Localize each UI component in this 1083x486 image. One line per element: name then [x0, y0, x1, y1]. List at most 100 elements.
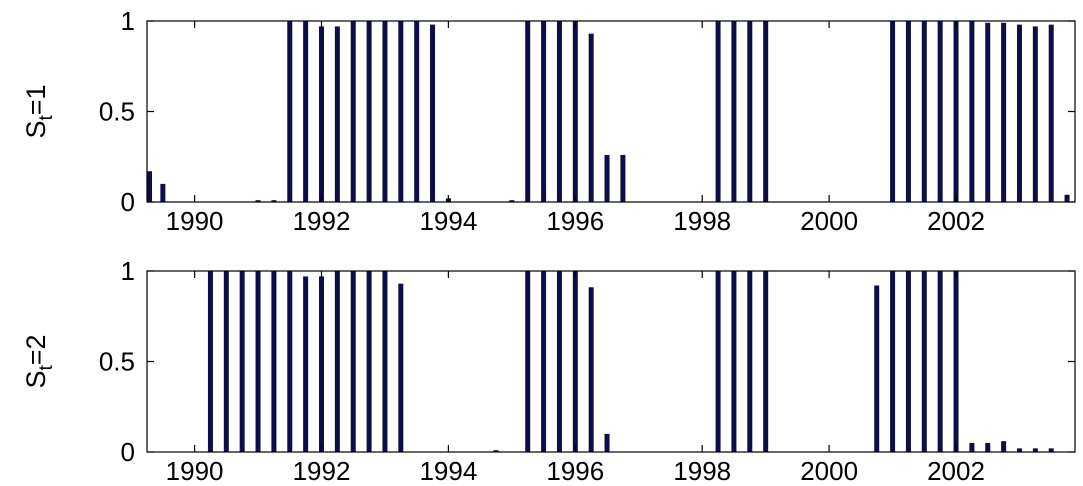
bar	[1001, 22, 1007, 203]
axes-box	[146, 270, 1076, 453]
axes-box	[146, 20, 1076, 203]
x-tick-label: 2000	[800, 456, 858, 486]
bar	[398, 21, 404, 202]
bar	[525, 21, 531, 202]
bar	[921, 21, 927, 202]
bar	[366, 271, 372, 452]
bar	[509, 200, 515, 202]
bar	[921, 271, 927, 452]
bar	[319, 26, 324, 203]
bar	[985, 442, 991, 452]
bar	[319, 276, 324, 452]
bar	[303, 276, 309, 452]
bar	[382, 21, 388, 202]
bar	[287, 21, 293, 202]
bar	[715, 21, 721, 202]
x-tick-label: 1998	[673, 456, 731, 486]
bar	[382, 271, 388, 452]
bar	[430, 24, 436, 203]
bar	[1016, 24, 1022, 203]
bar	[1048, 24, 1054, 203]
bar	[287, 271, 293, 452]
bar	[207, 271, 213, 452]
y-tick-label: 0	[121, 187, 135, 217]
bar	[715, 271, 721, 452]
bar	[493, 450, 499, 452]
bar	[255, 271, 261, 452]
bar	[747, 21, 753, 202]
bar	[398, 283, 404, 452]
bar	[1064, 194, 1070, 202]
y-axis-label: St=2	[21, 334, 57, 388]
bar	[541, 21, 547, 202]
bar	[271, 200, 277, 202]
y-axis-label: St=1	[21, 84, 57, 138]
x-tick-label: 1990	[166, 456, 224, 486]
bar	[556, 21, 562, 202]
bar	[731, 21, 737, 202]
bar	[223, 271, 229, 452]
x-tick-label: 1998	[673, 206, 731, 236]
y-tick-label: 0	[121, 437, 135, 467]
bar	[271, 271, 277, 452]
bar	[763, 21, 769, 202]
bar	[588, 33, 594, 202]
bar	[747, 271, 753, 452]
x-tick-label: 2002	[927, 206, 985, 236]
bar	[731, 271, 737, 452]
y-tick-label: 1	[121, 6, 135, 36]
bar	[969, 21, 975, 202]
bar	[1032, 26, 1038, 203]
bar	[160, 183, 166, 202]
bar	[1016, 448, 1022, 452]
panel-s2: 0 0.5 1 1990 1992 1994 1996 1998 2000 2002 St=2	[21, 256, 1076, 486]
bar	[239, 271, 245, 452]
bar	[255, 200, 261, 202]
x-tick-label: 1992	[293, 456, 351, 486]
bar	[525, 271, 531, 452]
bar	[890, 271, 896, 452]
bar	[303, 21, 309, 202]
bar	[1001, 441, 1007, 452]
y-tick-label: 1	[121, 256, 135, 286]
bar	[366, 21, 372, 202]
bar	[604, 154, 610, 202]
bar	[890, 21, 896, 202]
bar	[147, 171, 152, 202]
bar	[874, 285, 880, 452]
y-tick-label: 0.5	[99, 97, 135, 127]
bar	[905, 21, 911, 202]
bar	[953, 271, 959, 452]
bar	[572, 21, 578, 202]
x-tick-label: 1994	[419, 456, 477, 486]
bar	[334, 271, 340, 452]
x-tick-label: 1996	[546, 206, 604, 236]
x-tick-label: 1990	[166, 206, 224, 236]
bar	[604, 433, 610, 452]
bar	[763, 271, 769, 452]
bar	[572, 271, 578, 452]
bar	[905, 271, 911, 452]
bar	[414, 21, 420, 202]
x-tick-label: 2002	[927, 456, 985, 486]
panel-s1: 0 0.5 1 1990 1992 1994 1996 1998 2000 2002 St=1	[21, 6, 1076, 236]
bar	[1032, 448, 1038, 452]
bar	[620, 154, 626, 202]
bar	[541, 271, 547, 452]
bar	[350, 271, 356, 452]
bar	[1048, 448, 1054, 452]
bar	[334, 26, 340, 203]
x-tick-label: 1994	[419, 206, 477, 236]
bar	[588, 287, 594, 452]
x-tick-label: 2000	[800, 206, 858, 236]
bar	[937, 271, 943, 452]
bar	[556, 271, 562, 452]
x-tick-label: 1992	[293, 206, 351, 236]
bar	[953, 21, 959, 202]
bar	[937, 21, 943, 202]
bar	[350, 21, 356, 202]
x-tick-label: 1996	[546, 456, 604, 486]
bar	[985, 22, 991, 203]
y-tick-label: 0.5	[99, 347, 135, 377]
